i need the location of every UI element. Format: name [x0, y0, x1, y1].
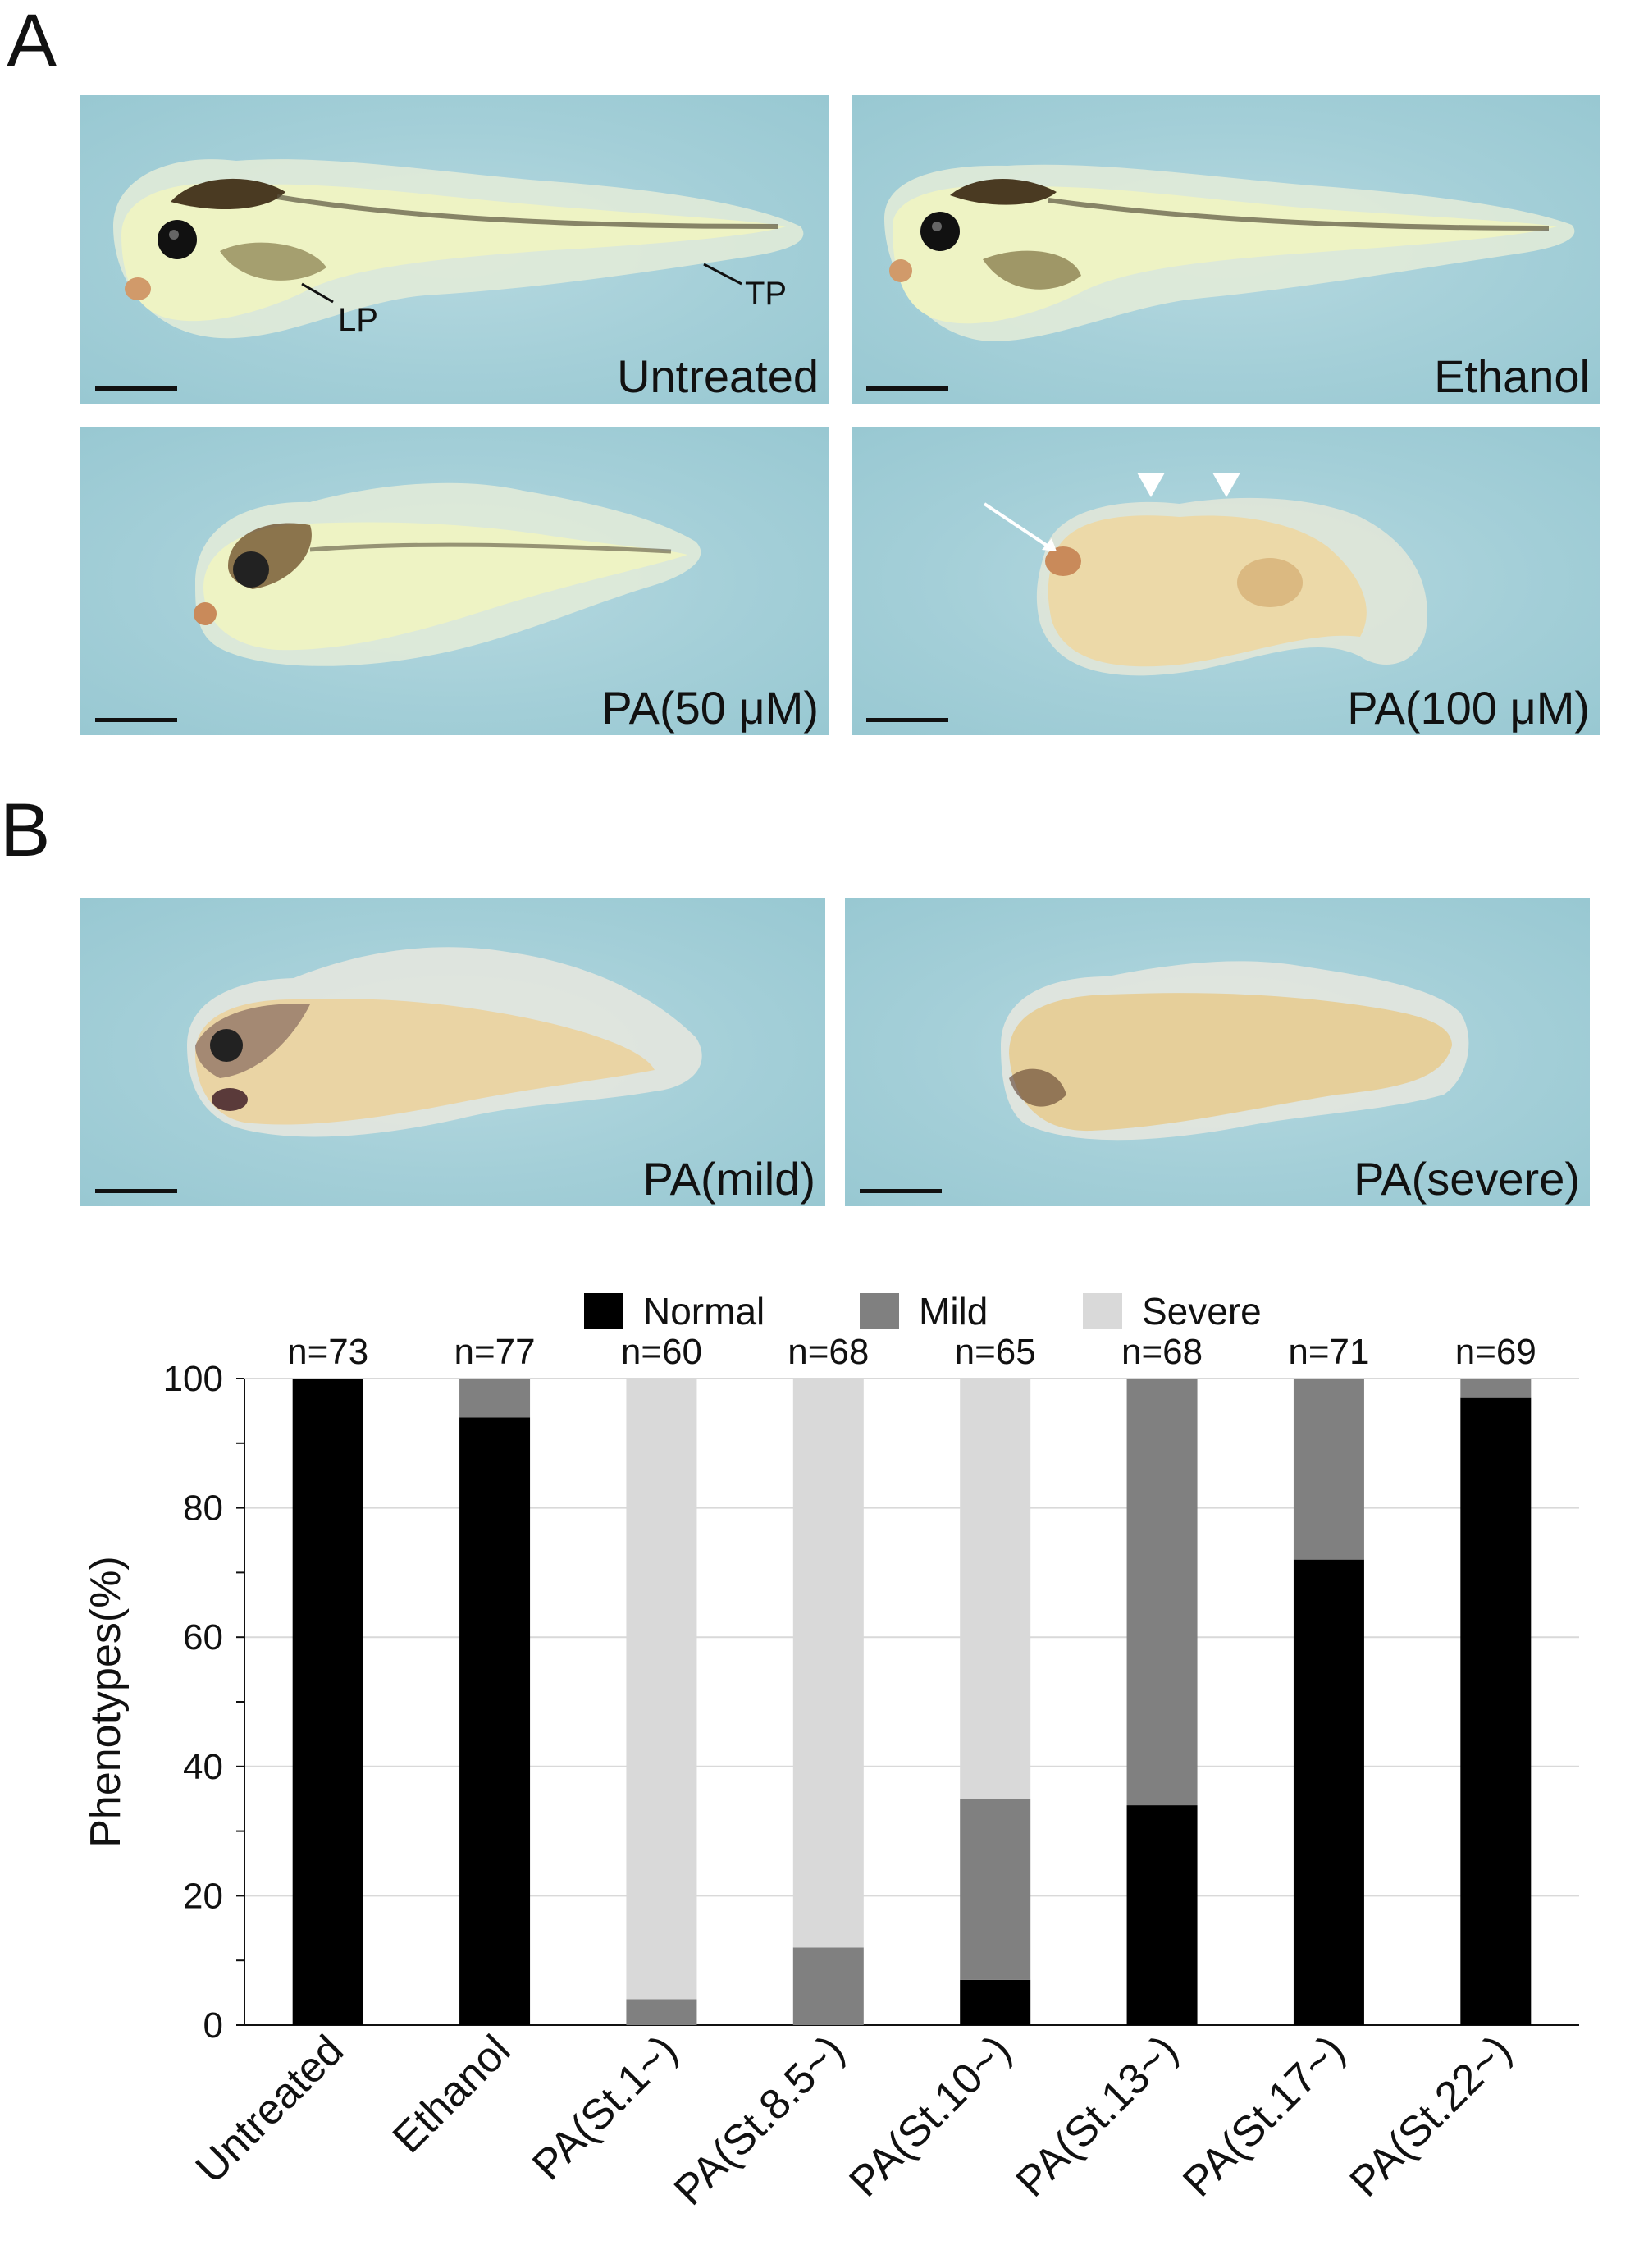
- legend-swatch-normal: [584, 1293, 623, 1329]
- x-tick-label: Ethanol: [384, 2026, 520, 2162]
- y-tick-label: 100: [163, 1359, 223, 1399]
- scale-bar: [866, 718, 948, 722]
- panel-label-b: B: [0, 789, 51, 872]
- scale-bar: [860, 1189, 942, 1193]
- caption-untreated: Untreated: [617, 350, 819, 402]
- bar-segment-normal: [960, 1979, 1031, 2025]
- embryo-image: [983, 473, 1427, 676]
- bar-segment-mild: [1460, 1379, 1532, 1398]
- caption-pa-50um: PA(50 μM): [601, 681, 819, 734]
- scale-bar: [95, 718, 177, 722]
- embryo-photo-pa-severe: PA(severe): [845, 898, 1590, 1206]
- phenotype-chart: 0 20 40 60 80 100 Phenotypes(%) n=73 Untreated n=…: [0, 1264, 1630, 2268]
- bar-segment-mild: [960, 1799, 1031, 1980]
- legend-label-mild: Mild: [919, 1290, 988, 1333]
- y-tick-label: 40: [183, 1747, 223, 1787]
- embryo-image: [113, 159, 804, 339]
- bar-segment-normal: [292, 1379, 363, 2025]
- y-tick-label: 20: [183, 1876, 223, 1916]
- x-tick-label: PA(St.1~): [523, 2026, 687, 2189]
- phenotype-stacked-bar-chart: 0 20 40 60 80 100 Phenotypes(%) n=73 Untreated n=…: [82, 1290, 1579, 2215]
- x-tick-label: Untreated: [187, 2026, 353, 2192]
- bar-segment-mild: [1126, 1379, 1198, 1806]
- y-tick-label: 80: [183, 1488, 223, 1529]
- x-tick-label: PA(St.10~): [841, 2026, 1020, 2206]
- panel-label-a: A: [7, 0, 57, 83]
- bar-segment-severe: [792, 1379, 864, 1948]
- scale-bar: [866, 386, 948, 391]
- scale-bar: [95, 386, 177, 391]
- n-label: n=77: [454, 1332, 536, 1372]
- bar-segment-normal: [1293, 1559, 1364, 2025]
- legend-label-normal: Normal: [643, 1290, 765, 1333]
- bar-segment-severe: [626, 1379, 697, 2000]
- embryo-photo-pa-mild: PA(mild): [80, 898, 825, 1206]
- y-tick-label: 60: [183, 1617, 223, 1658]
- n-label: n=73: [287, 1332, 368, 1372]
- caption-ethanol: Ethanol: [1434, 350, 1590, 402]
- x-tick-label: PA(St.17~): [1174, 2026, 1354, 2206]
- embryo-image: [194, 482, 701, 666]
- bar-segment-mild: [792, 1947, 864, 2025]
- annotation-lp: LP: [338, 302, 378, 338]
- caption-pa-100um: PA(100 μM): [1347, 681, 1590, 734]
- bar-segment-normal: [1126, 1805, 1198, 2025]
- n-label: n=71: [1288, 1332, 1369, 1372]
- n-label: n=69: [1455, 1332, 1536, 1372]
- legend-label-severe: Severe: [1142, 1290, 1262, 1333]
- x-tick-label: PA(St.8.5~): [665, 2026, 853, 2214]
- n-label: n=68: [788, 1332, 869, 1372]
- embryo-image: [884, 164, 1575, 341]
- x-tick-label: PA(St.22~): [1341, 2026, 1521, 2206]
- bar-segment-mild: [459, 1379, 531, 1418]
- legend-swatch-mild: [860, 1293, 899, 1329]
- embryo-photo-pa-50um: PA(50 μM): [80, 427, 829, 735]
- embryo-image: [187, 947, 702, 1137]
- caption-pa-severe: PA(severe): [1354, 1152, 1580, 1205]
- x-tick-label: PA(St.13~): [1007, 2026, 1187, 2206]
- annotation-tp: TP: [745, 276, 788, 312]
- embryo-photo-untreated: LP TP Untreated: [80, 95, 829, 404]
- embryo-photo-pa-100um: PA(100 μM): [852, 427, 1600, 735]
- n-label: n=65: [955, 1332, 1036, 1372]
- bar-segment-mild: [1293, 1379, 1364, 1560]
- bar-segment-severe: [960, 1379, 1031, 1799]
- y-axis-label: Phenotypes(%): [82, 1556, 130, 1848]
- embryo-photo-ethanol: Ethanol: [852, 95, 1600, 404]
- bar-segment-normal: [1460, 1397, 1532, 2025]
- n-label: n=68: [1121, 1332, 1203, 1372]
- caption-pa-mild: PA(mild): [642, 1152, 815, 1205]
- embryo-image: [1001, 961, 1469, 1141]
- n-label: n=60: [621, 1332, 702, 1372]
- legend-swatch-severe: [1083, 1293, 1122, 1329]
- bar-segment-mild: [626, 1999, 697, 2025]
- y-tick-label: 0: [203, 2005, 223, 2046]
- scale-bar: [95, 1189, 177, 1193]
- bar-segment-normal: [459, 1417, 531, 2025]
